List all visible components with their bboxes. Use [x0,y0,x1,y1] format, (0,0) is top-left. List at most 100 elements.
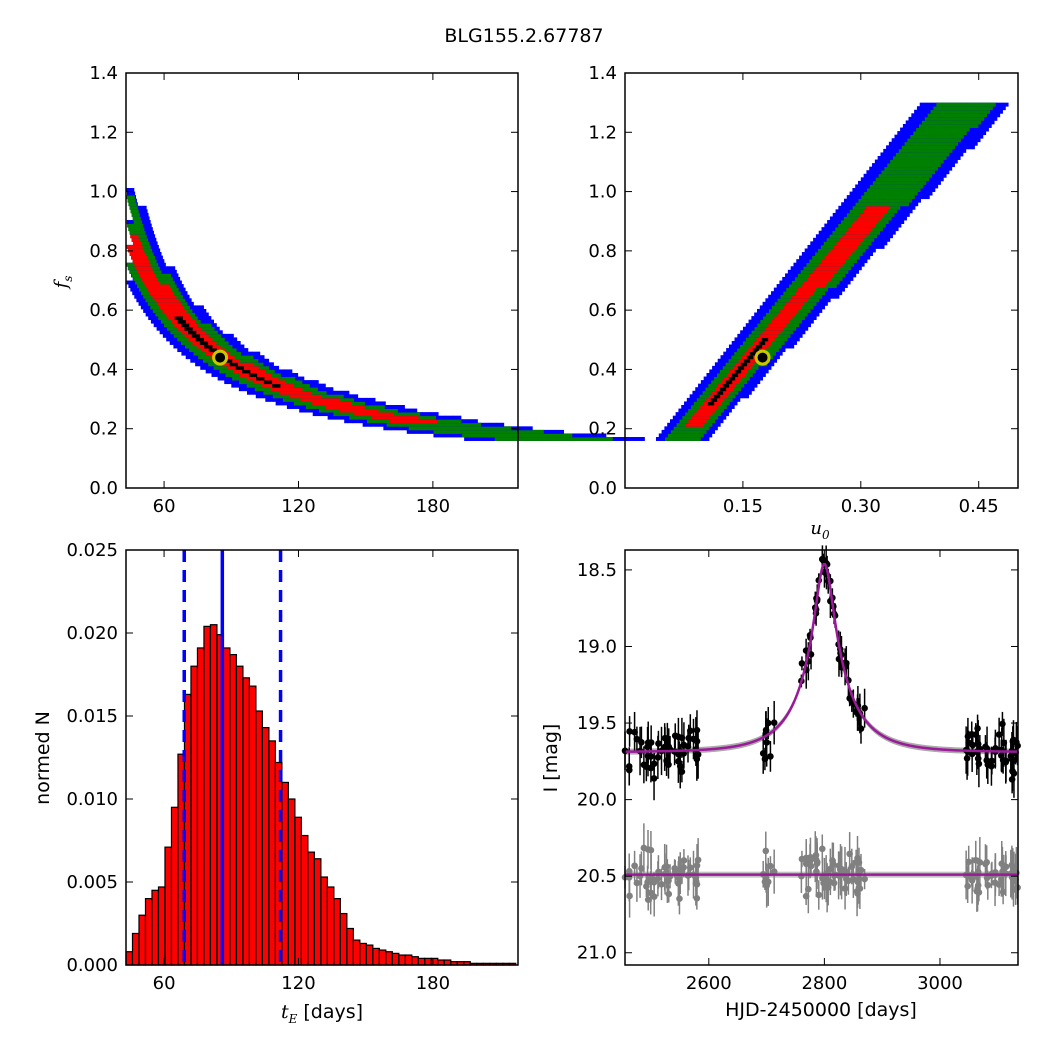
histogram-bar [235,665,244,966]
heatmap-cell [896,166,903,171]
heatmap-cell [901,159,909,164]
y-axis-label: normed N [32,711,54,805]
heatmap-cell [838,266,846,271]
heatmap-cell [681,405,688,409]
heatmap-cell [913,138,920,143]
residual-point [761,878,769,886]
heatmap-cell [919,123,926,128]
heatmap-cell [818,248,825,253]
heatmap-cell [708,390,715,395]
heatmap-cell [846,212,854,217]
heatmap-cell [863,209,870,214]
heatmap-cell [349,394,359,399]
heatmap-cell [325,390,334,395]
heatmap-cell [943,170,950,175]
data-point [687,727,694,735]
heatmap-cell [783,291,790,296]
heatmap-cell [456,433,466,438]
heatmap-cell [312,401,321,406]
heatmap-cell [673,433,681,438]
heatmap-cell [487,437,496,441]
heatmap-cell [309,387,318,392]
heatmap-cell [898,148,906,153]
heatmap-cell [810,316,817,321]
heatmap-cell [374,419,384,424]
heatmap-cell [189,316,198,321]
heatmap-cell [774,323,781,328]
histogram-bar [229,653,238,966]
heatmap-cell [204,344,213,349]
heatmap-cell [703,383,711,388]
heatmap-cell [723,401,730,406]
heatmap-cell [792,323,800,328]
heatmap-cell [878,188,886,192]
heatmap-cell [893,177,900,182]
heatmap-cell [783,305,790,310]
heatmap-cell [174,294,183,299]
heatmap-cell [999,106,1006,111]
heatmap-cell [868,223,876,228]
heatmap-cell [823,248,831,253]
heatmap-cell [555,429,564,434]
heatmap-cell [488,422,497,427]
heatmap-cell [922,170,930,175]
heatmap-cell [824,262,831,267]
heatmap-cell [700,412,707,417]
heatmap-cell [173,312,182,317]
heatmap-cell [221,365,230,370]
heatmap-cell [160,269,169,274]
heatmap-cell [903,212,910,217]
heatmap-cell [951,120,958,125]
heatmap-cell [833,280,840,285]
heatmap-cell [790,333,797,338]
heatmap-cell [752,365,759,370]
heatmap-cell [702,390,709,395]
heatmap-cell [872,188,880,192]
heatmap-cell [346,408,355,413]
heatmap-cell [750,376,758,381]
heatmap-cell [800,298,808,303]
heatmap-cell [784,340,792,345]
heatmap-cell [890,188,897,192]
heatmap-cell [844,266,852,271]
heatmap-cell [900,134,907,139]
heatmap-cell [156,276,166,281]
heatmap-cell [945,127,952,132]
histogram-bar [125,951,134,966]
heatmap-cell [823,241,831,246]
heatmap-cell [708,429,716,434]
heatmap-cell [906,202,913,207]
heatmap-cell [902,123,910,128]
heatmap-cell [354,408,363,413]
heatmap-cell [289,394,299,399]
heatmap-cell [844,223,851,228]
heatmap-cell [305,405,315,409]
heatmap-cell [789,319,797,324]
heatmap-cell [901,145,909,150]
y-axis-label: I [mag] [540,724,562,793]
heatmap-cell [238,387,248,392]
heatmap-cell [142,244,151,249]
heatmap-cell [157,262,166,267]
x-axis-label-main: t [281,1001,289,1023]
panel-te-histogram: 60 120 180 0.0000.0050.0100.0150.0200.025 … [32,540,519,1026]
heatmap-cell [993,113,1001,118]
heatmap-cell [917,113,924,118]
heatmap-cell [696,405,704,409]
heatmap-cell [151,248,161,253]
heatmap-cell [887,184,894,189]
heatmap-cell [232,376,241,381]
heatmap-cell [910,141,917,146]
heatmap-cell [726,372,734,377]
heatmap-cell [748,340,756,345]
heatmap-cell [496,429,505,434]
heatmap-cell [461,419,471,424]
heatmap-cell [748,387,755,392]
heatmap-cell [872,244,879,249]
heatmap-cell [682,415,689,420]
heatmap-cell [763,316,770,321]
heatmap-cell [493,433,502,438]
heatmap-cell [191,333,201,338]
heatmap-cell [177,326,186,331]
heatmap-cell [134,244,143,249]
